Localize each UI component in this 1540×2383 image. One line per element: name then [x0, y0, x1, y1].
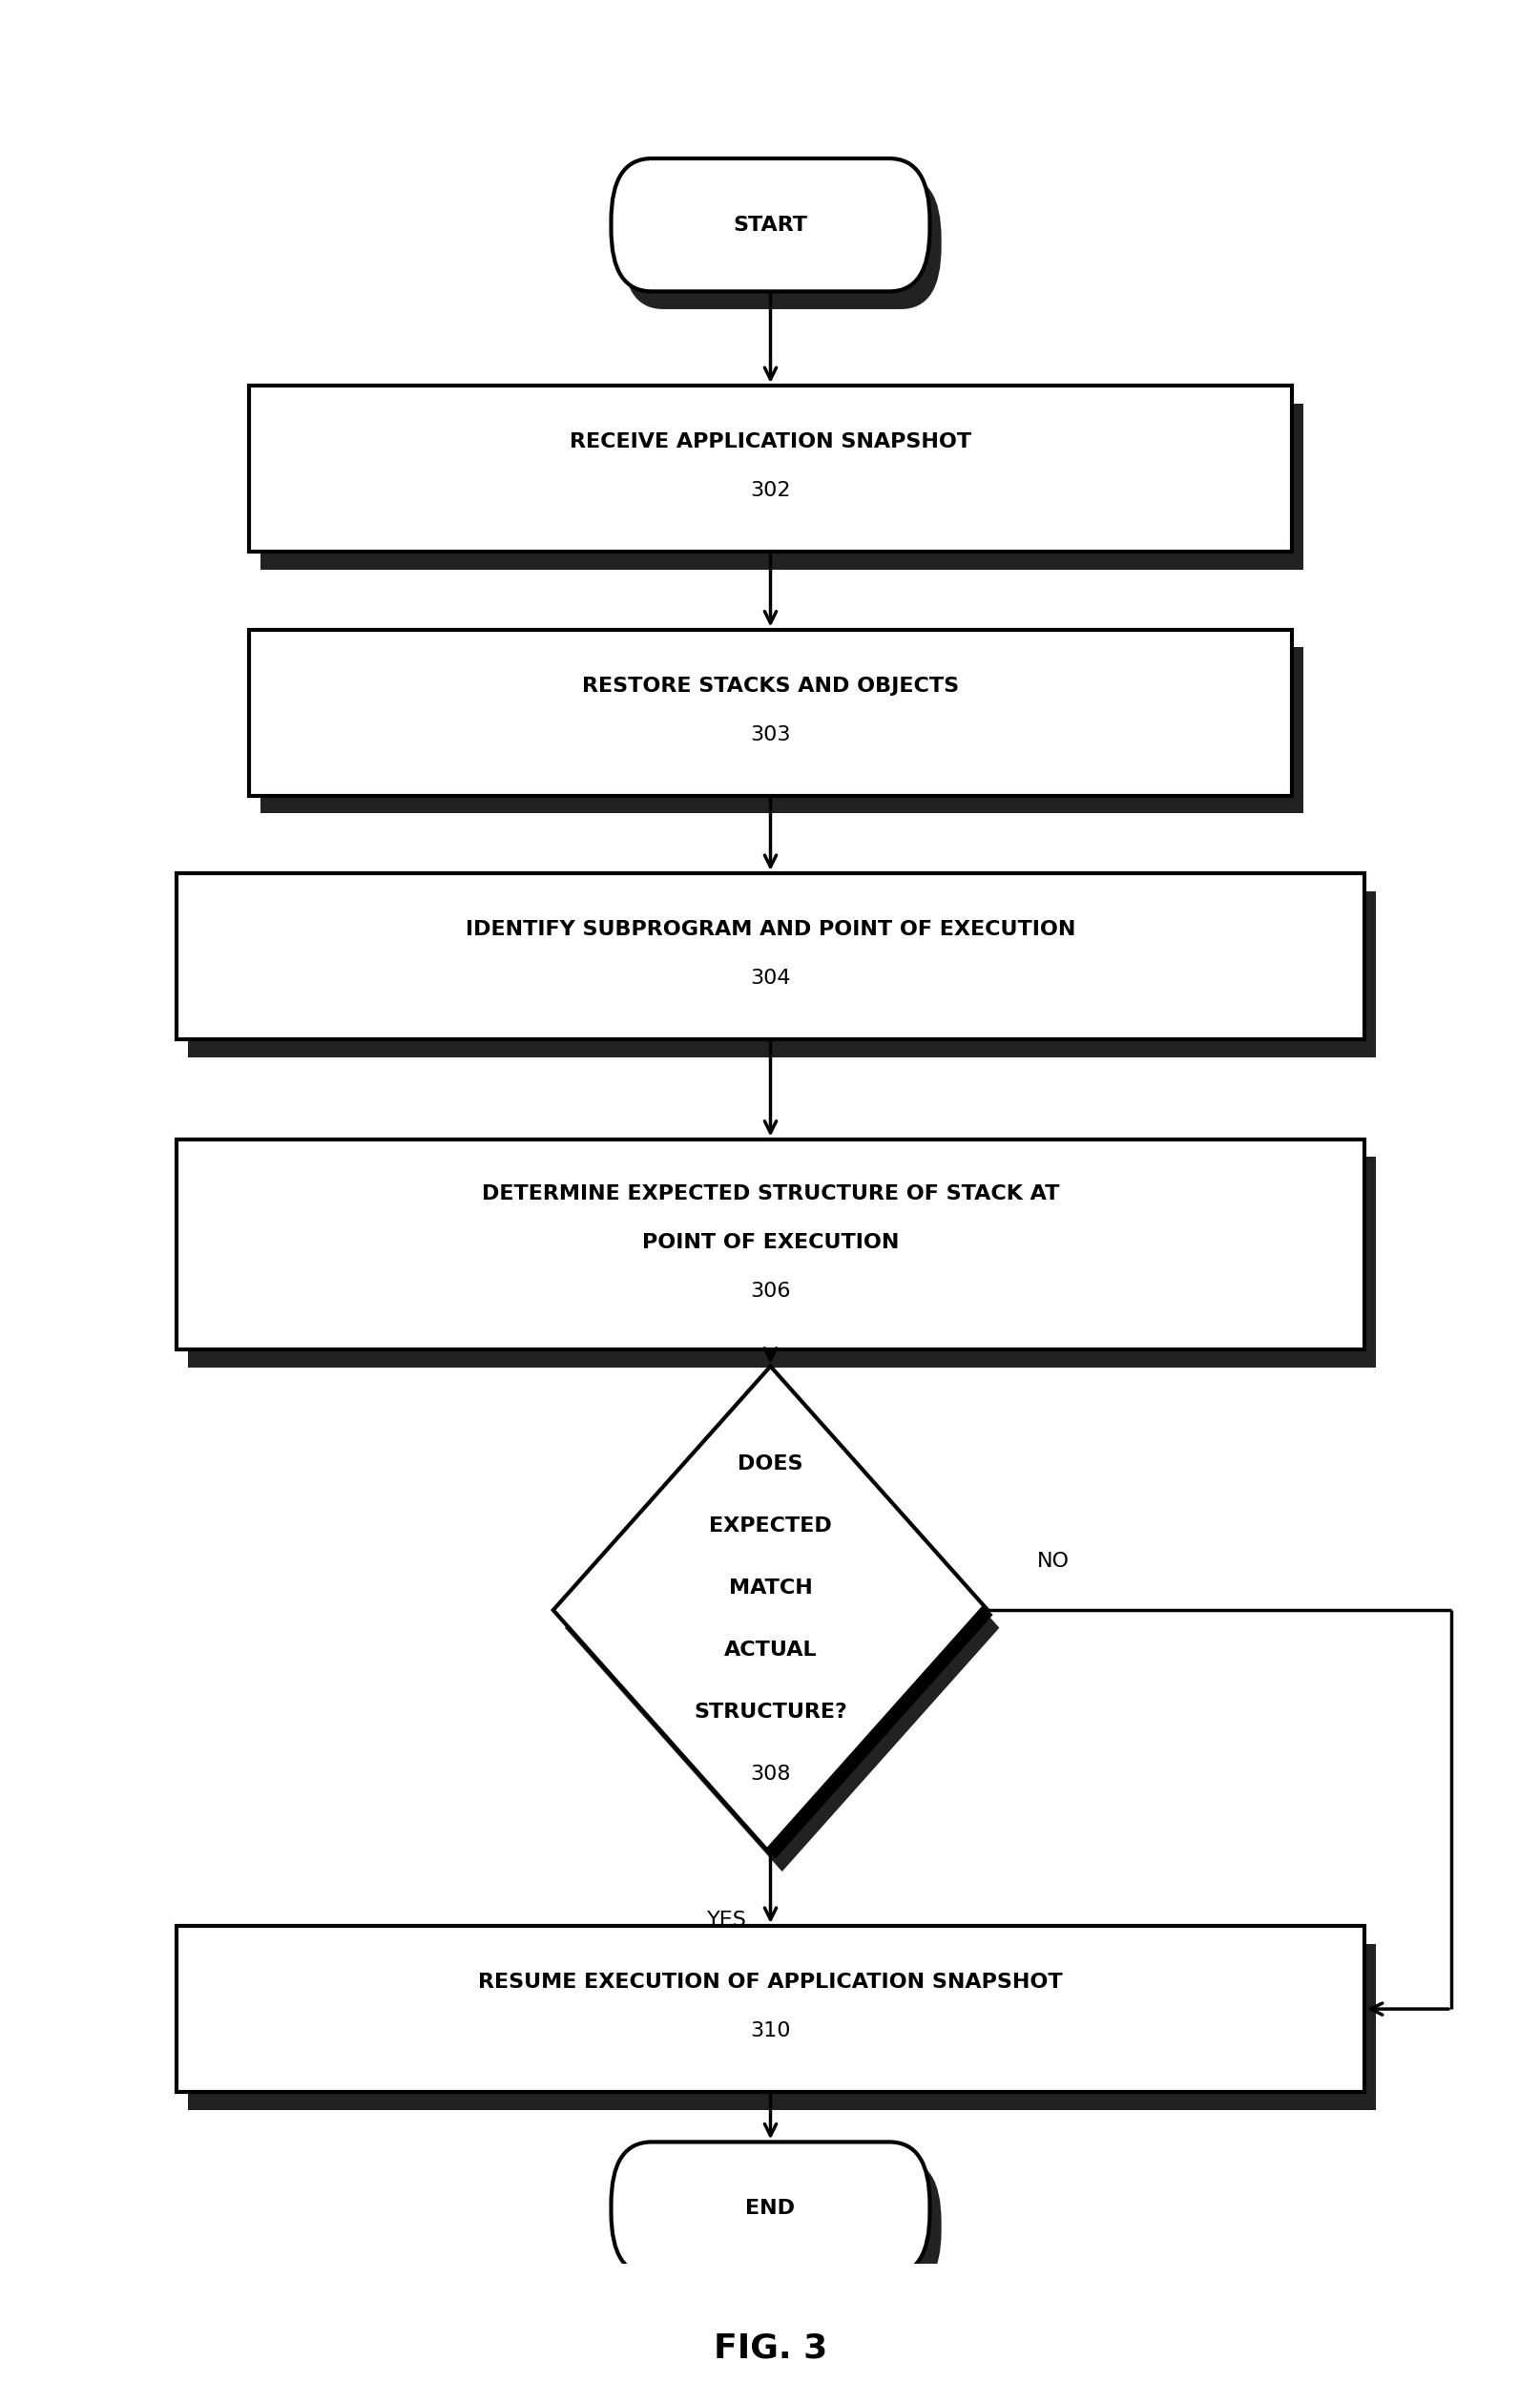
Text: 310: 310 — [750, 2021, 790, 2040]
Bar — [188, 891, 1375, 1058]
Text: EXPECTED: EXPECTED — [708, 1516, 832, 1535]
Text: STRUCTURE?: STRUCTURE? — [693, 1701, 847, 1721]
Text: ACTUAL: ACTUAL — [724, 1640, 816, 1659]
Text: 303: 303 — [750, 724, 790, 743]
Text: RESUME EXECUTION OF APPLICATION SNAPSHOT: RESUME EXECUTION OF APPLICATION SNAPSHOT — [477, 1973, 1063, 1992]
Text: DOES: DOES — [738, 1454, 802, 1473]
Text: RESTORE STACKS AND OBJECTS: RESTORE STACKS AND OBJECTS — [582, 677, 958, 696]
Text: IDENTIFY SUBPROGRAM AND POINT OF EXECUTION: IDENTIFY SUBPROGRAM AND POINT OF EXECUTI… — [465, 920, 1075, 939]
Bar — [177, 1139, 1363, 1349]
Text: 306: 306 — [750, 1282, 790, 1301]
Text: DETERMINE EXPECTED STRUCTURE OF STACK AT: DETERMINE EXPECTED STRUCTURE OF STACK AT — [482, 1184, 1058, 1203]
Bar — [249, 386, 1291, 553]
Text: MATCH: MATCH — [728, 1578, 812, 1597]
Bar — [177, 872, 1363, 1039]
Bar — [188, 1156, 1375, 1368]
FancyBboxPatch shape — [622, 176, 941, 310]
Text: YES: YES — [707, 1911, 747, 1930]
Text: END: END — [745, 2200, 795, 2219]
Bar — [188, 1945, 1375, 2109]
Polygon shape — [565, 1385, 999, 1871]
Bar — [177, 1925, 1363, 2092]
Bar — [249, 629, 1291, 796]
Text: 308: 308 — [750, 1763, 790, 1782]
FancyBboxPatch shape — [622, 2159, 941, 2292]
FancyBboxPatch shape — [611, 2142, 929, 2276]
Text: RECEIVE APPLICATION SNAPSHOT: RECEIVE APPLICATION SNAPSHOT — [570, 434, 970, 453]
Text: NO: NO — [1036, 1551, 1069, 1570]
Text: FIG. 3: FIG. 3 — [713, 2333, 827, 2364]
Text: 302: 302 — [750, 481, 790, 500]
FancyBboxPatch shape — [611, 160, 929, 291]
Bar — [260, 648, 1303, 813]
Bar — [260, 403, 1303, 570]
Text: 304: 304 — [750, 970, 790, 989]
Polygon shape — [553, 1365, 987, 1854]
Text: START: START — [733, 214, 807, 234]
Text: POINT OF EXECUTION: POINT OF EXECUTION — [642, 1232, 898, 1251]
